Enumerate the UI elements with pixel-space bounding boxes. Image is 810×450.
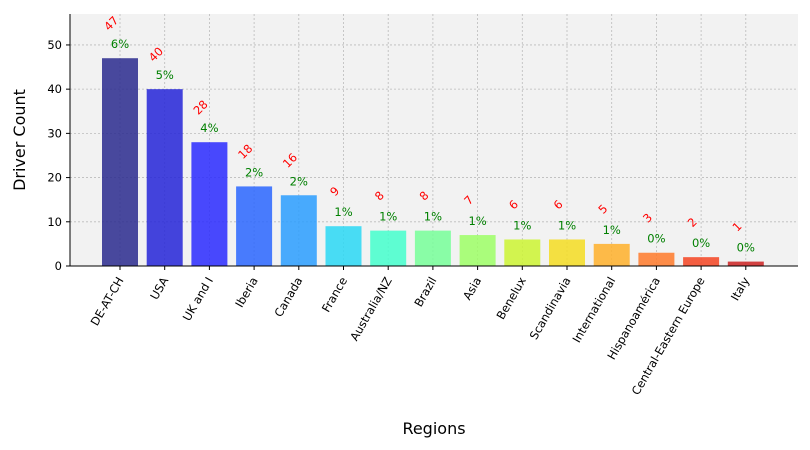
- percent-label: 4%: [200, 121, 218, 135]
- bar: [459, 235, 496, 266]
- bar: [683, 257, 720, 266]
- percent-label: 1%: [468, 214, 486, 228]
- bar: [549, 239, 585, 266]
- x-tick-label: Australia/NZ: [347, 274, 395, 343]
- bar: [414, 230, 451, 266]
- percent-label: 0%: [692, 236, 710, 250]
- x-tick-label: Asia: [460, 275, 484, 303]
- bar: [146, 89, 183, 266]
- bar: [325, 226, 362, 266]
- bar: [593, 243, 630, 266]
- plot-area: [70, 14, 798, 266]
- y-tick-label: 10: [47, 215, 62, 229]
- x-tick-label: France: [319, 275, 350, 315]
- y-axis-title: Driver Count: [10, 89, 29, 191]
- x-tick-label: Benelux: [493, 274, 529, 322]
- percent-label: 2%: [245, 165, 263, 179]
- percent-label: 1%: [424, 210, 442, 224]
- percent-label: 1%: [603, 223, 621, 237]
- bar: [191, 142, 228, 266]
- percent-label: 1%: [513, 218, 531, 232]
- percent-label: 1%: [379, 210, 397, 224]
- percent-label: 0%: [737, 241, 755, 255]
- percent-label: 5%: [156, 68, 174, 82]
- percent-label: 2%: [290, 174, 308, 188]
- y-ticks: 0 10 20 30 40 50: [47, 38, 70, 273]
- percent-label: 6%: [111, 37, 129, 51]
- x-tick-label: Italy: [728, 274, 753, 303]
- bars: [102, 58, 764, 266]
- y-tick-label: 40: [47, 82, 62, 96]
- x-axis-title: Regions: [402, 419, 465, 438]
- x-ticks: DE-AT-CH USA UK and I Iberia Canada FranceAus…: [88, 266, 753, 397]
- x-tick-label: Iberia: [232, 275, 260, 310]
- bar: [727, 261, 764, 266]
- x-tick-label: Brazil: [411, 275, 439, 310]
- bar: [280, 195, 317, 266]
- y-tick-label: 30: [47, 126, 62, 140]
- bar: [638, 252, 675, 266]
- bar: [236, 186, 273, 266]
- axes: [69, 14, 798, 267]
- x-tick-label: International: [569, 275, 618, 346]
- bar: [504, 239, 541, 266]
- y-tick-label: 50: [47, 38, 62, 52]
- bar: [102, 58, 138, 266]
- percent-label: 0%: [647, 232, 665, 246]
- y-tick-label: 20: [47, 171, 62, 185]
- x-tick-label: USA: [147, 274, 171, 302]
- percent-label: 1%: [558, 218, 576, 232]
- x-tick-label: Scandinavia: [527, 275, 574, 342]
- bar: [370, 230, 407, 266]
- x-tick-label: Canada: [271, 275, 305, 320]
- y-tick-label: 0: [55, 259, 62, 273]
- x-tick-label: UK and I: [180, 275, 216, 324]
- percent-label: 1%: [334, 205, 352, 219]
- x-tick-label: DE-AT-CH: [88, 275, 127, 329]
- grid-lines: [70, 14, 798, 267]
